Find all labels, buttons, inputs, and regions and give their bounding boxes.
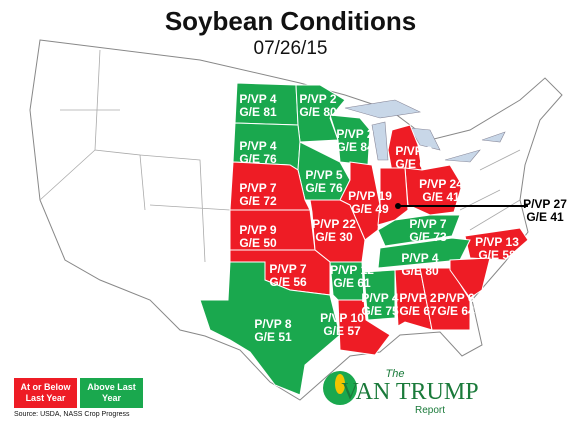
state-region: [199, 261, 341, 396]
state-region: [363, 269, 396, 321]
region-pvp: P/VP 22: [312, 217, 356, 231]
region-pvp: P/VP 5: [305, 168, 342, 182]
date: 07/26/15: [253, 38, 328, 59]
region-pvp: P/VP 24: [419, 177, 463, 191]
logo: The VAN TRUMP Report: [323, 368, 479, 416]
title: Soybean Conditions: [164, 6, 417, 36]
region-ge: G/E 41: [422, 190, 460, 204]
region-pvp: P/VP 2: [299, 92, 336, 106]
region-ge: G/E 58: [478, 248, 516, 262]
region-ge: G/E 80: [299, 105, 337, 119]
state-region: [464, 227, 529, 261]
region-ge: G/E 75: [361, 304, 399, 318]
logo-name: VAN TRUMP: [341, 379, 478, 405]
region-pvp: P/VP 7: [239, 181, 276, 195]
region-ge: G/E 84: [336, 140, 374, 154]
legend-item: Above Last Year: [80, 378, 143, 408]
state-borders: [39, 49, 521, 263]
region-pvp: P/VP 19: [348, 189, 392, 203]
region-ge: G/E 80: [401, 264, 439, 278]
region-pvp: P/VP 7: [409, 217, 446, 231]
region-ge: G/E 64: [437, 304, 475, 318]
region-ge: G/E 50: [239, 236, 277, 250]
region-ge: G/E 61: [333, 276, 371, 290]
state-region: [377, 237, 471, 269]
logo-corn: [335, 374, 345, 394]
region-pvp: P/VP 13: [475, 235, 519, 249]
region-ge: G/E 60: [395, 157, 433, 171]
region-pvp: P/VP 27: [523, 197, 567, 211]
state-region: [419, 267, 471, 331]
region-ge: G/E 81: [239, 105, 277, 119]
region-pvp: P/VP 4: [361, 291, 398, 305]
labels: P/VP 4G/E 81P/VP 2G/E 80P/VP 4G/E 76P/VP…: [239, 92, 567, 344]
regions: [199, 82, 529, 396]
region-ge: G/E 30: [315, 230, 353, 244]
region-pvp: P/VP 4: [239, 92, 276, 106]
region-ge: G/E 41: [526, 210, 564, 224]
region-pvp: P/VP 7: [269, 262, 306, 276]
region-ge: G/E 57: [323, 324, 361, 338]
region-ge: G/E 49: [351, 202, 389, 216]
logo-bottom: Report: [415, 405, 445, 416]
region-pvp: P/VP 10: [320, 311, 364, 325]
legend-item: At or Below Last Year: [14, 378, 77, 408]
region-pvp: P/VP 2: [336, 127, 373, 141]
region-pvp: P/VP 12: [330, 263, 374, 277]
region-pvp: P/VP 9: [239, 223, 276, 237]
region-ge: G/E 56: [269, 275, 307, 289]
region-pvp: P/VP 9: [395, 144, 432, 158]
state-region: [337, 299, 391, 356]
region-ge: G/E 76: [305, 181, 343, 195]
region-ge: G/E 72: [239, 194, 277, 208]
region-pvp: P/VP 6: [437, 291, 474, 305]
state-region: [377, 214, 461, 247]
great-lakes: [344, 99, 506, 163]
region-ge: G/E 76: [239, 152, 277, 166]
logo-top: The: [386, 368, 405, 380]
region-pvp: P/VP 4: [401, 251, 438, 265]
region-pvp: P/VP 4: [239, 139, 276, 153]
region-ge: G/E 67: [399, 304, 437, 318]
region-ge: G/E 51: [254, 330, 292, 344]
leader-dot: [395, 203, 401, 209]
region-ge: G/E 73: [409, 230, 447, 244]
source: Source: USDA, NASS Crop Progress: [14, 411, 130, 418]
region-pvp: P/VP 2: [399, 291, 436, 305]
state-region: [449, 257, 491, 299]
region-pvp: P/VP 8: [254, 317, 291, 331]
